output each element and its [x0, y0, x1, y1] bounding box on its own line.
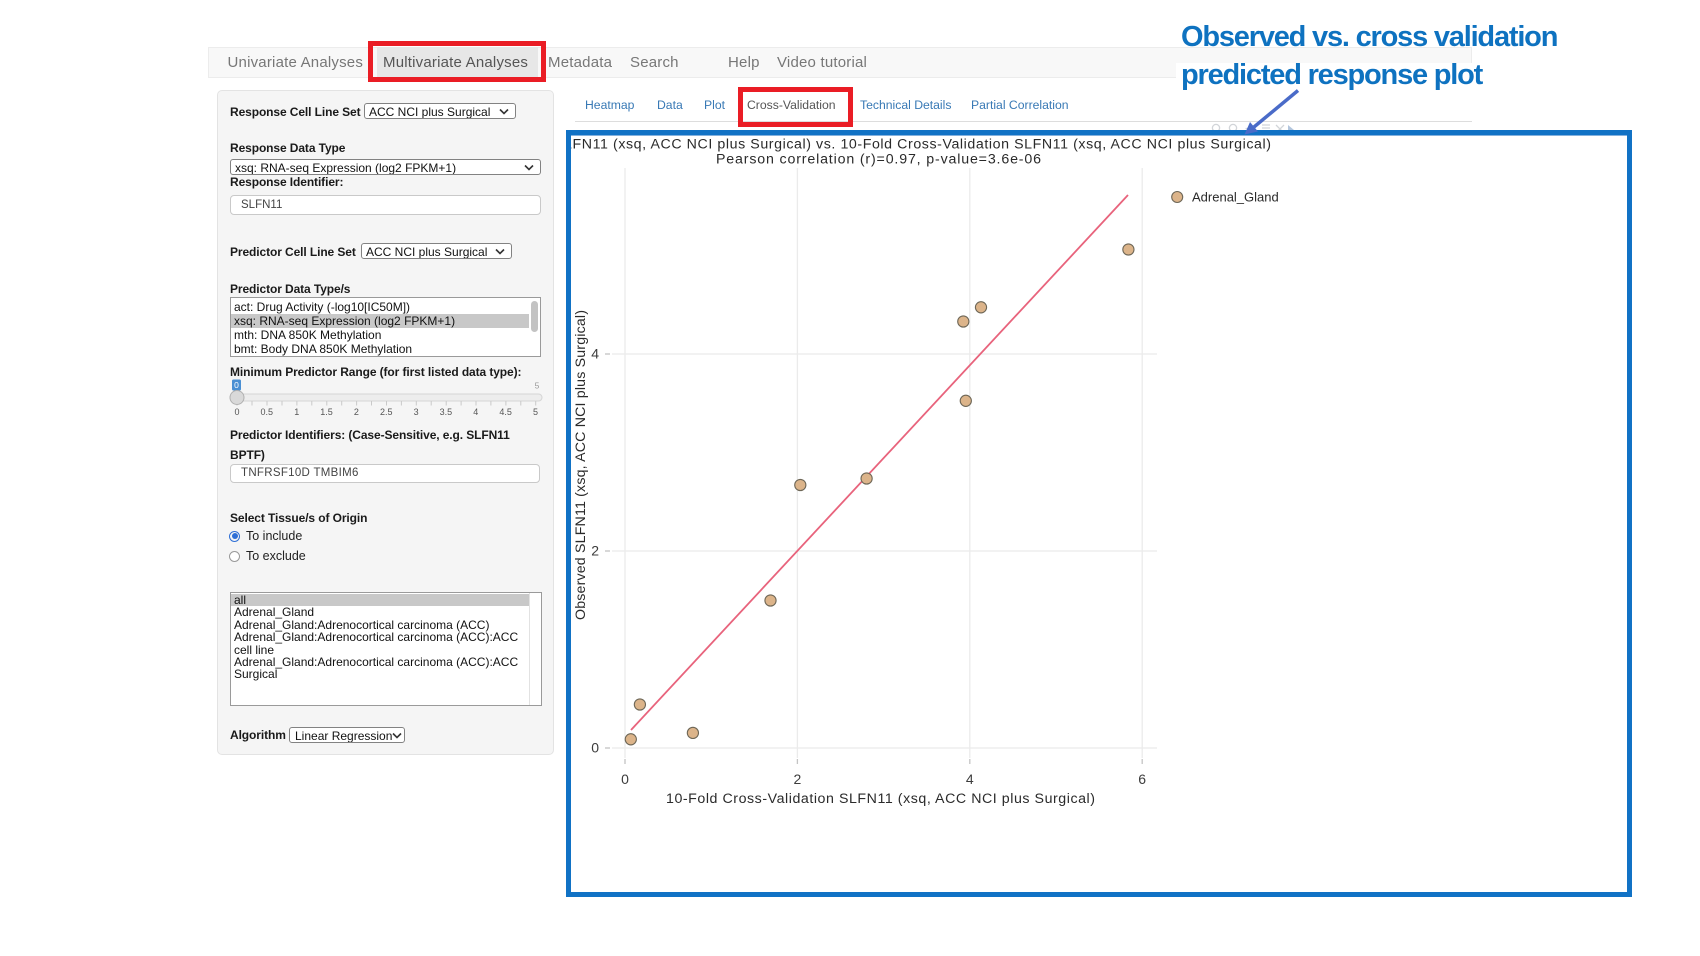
svg-text:5: 5	[535, 381, 540, 391]
svg-text:3.5: 3.5	[440, 407, 453, 417]
svg-text:2: 2	[794, 771, 802, 787]
svg-text:1.5: 1.5	[320, 407, 333, 417]
svg-text:4: 4	[966, 771, 974, 787]
svg-text:Pearson correlation (r)=0.97,: Pearson correlation (r)=0.97, p-value=3.…	[716, 152, 1041, 168]
svg-text:4: 4	[591, 346, 599, 362]
svg-text:5: 5	[533, 407, 538, 417]
svg-text:1: 1	[294, 407, 299, 417]
svg-text:0.5: 0.5	[261, 407, 274, 417]
svg-text:SLFN11 (xsq, ACC NCI plus Surg: SLFN11 (xsq, ACC NCI plus Surgical) vs. …	[566, 137, 1271, 153]
svg-text:2: 2	[591, 543, 599, 559]
svg-text:Adrenal_Gland: Adrenal_Gland	[1192, 190, 1279, 205]
svg-text:3: 3	[414, 407, 419, 417]
svg-text:0: 0	[591, 740, 599, 756]
svg-text:4: 4	[473, 407, 478, 417]
svg-text:0: 0	[234, 407, 239, 417]
svg-text:6: 6	[1138, 771, 1146, 787]
svg-text:2: 2	[354, 407, 359, 417]
svg-text:0: 0	[621, 771, 629, 787]
svg-text:Observed SLFN11 (xsq, ACC NCI: Observed SLFN11 (xsq, ACC NCI plus Surgi…	[573, 310, 589, 620]
svg-text:4.5: 4.5	[499, 407, 512, 417]
svg-text:0: 0	[234, 380, 239, 390]
svg-text:10-Fold Cross-Validation SLFN1: 10-Fold Cross-Validation SLFN11 (xsq, AC…	[666, 791, 1095, 807]
svg-text:2.5: 2.5	[380, 407, 393, 417]
